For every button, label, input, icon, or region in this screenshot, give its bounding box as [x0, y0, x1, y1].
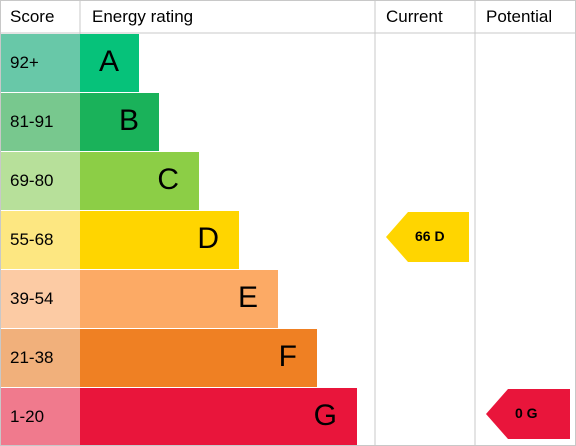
rating-bar-a [80, 34, 139, 92]
rating-letter-c: C [157, 163, 179, 196]
score-cell-f [1, 329, 80, 387]
rating-letter-d: D [197, 222, 219, 255]
score-label-d: 55-68 [10, 230, 54, 249]
header-energy-rating: Energy rating [92, 7, 194, 26]
current-rating-flag [386, 212, 469, 262]
header-potential: Potential [486, 7, 553, 26]
rating-bar-d [80, 211, 239, 269]
score-cell-b [1, 93, 80, 151]
score-label-e: 39-54 [10, 289, 54, 308]
score-label-f: 21-38 [10, 348, 54, 367]
score-label-b: 81-91 [10, 112, 54, 131]
score-cell-e [1, 270, 80, 328]
score-label-c: 69-80 [10, 171, 54, 190]
score-cell-a [1, 34, 80, 92]
score-label-a: 92+ [10, 53, 39, 72]
rating-letter-f: F [278, 340, 297, 373]
score-cell-g [1, 388, 80, 446]
header-score: Score [10, 7, 55, 26]
rating-bar-e [80, 270, 278, 328]
rating-bar-g [80, 388, 357, 446]
potential-rating-flag [486, 389, 570, 439]
score-label-g: 1-20 [10, 407, 45, 426]
header-current: Current [386, 7, 443, 26]
rating-letter-b: B [118, 104, 139, 137]
potential-rating-label: 0 G [515, 405, 538, 421]
rating-letter-a: A [98, 45, 119, 78]
score-cell-d [1, 211, 80, 269]
score-cell-c [1, 152, 80, 210]
rating-bar-c [80, 152, 199, 210]
rating-letter-e: E [237, 281, 258, 314]
current-rating-label: 66 D [415, 228, 445, 244]
rating-bar-b [80, 93, 159, 151]
rating-bar-f [80, 329, 317, 387]
rating-letter-g: G [313, 399, 337, 432]
